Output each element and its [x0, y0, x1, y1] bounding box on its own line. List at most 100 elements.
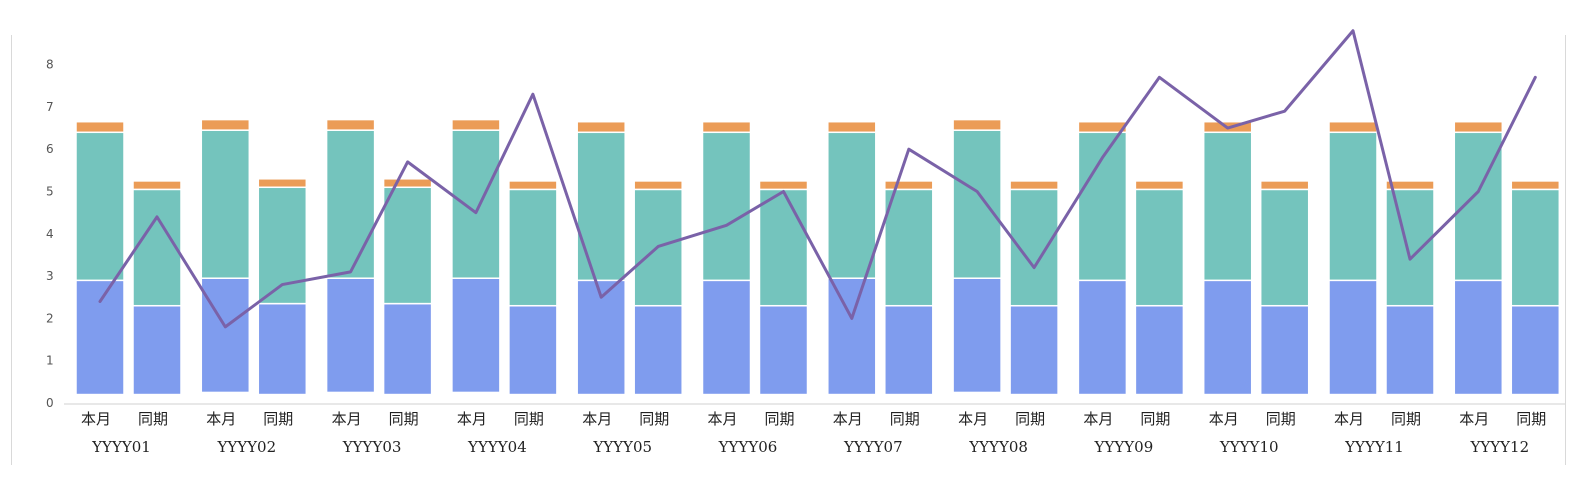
sub-category-label: 本月: [457, 410, 487, 428]
y-tick-label: 1: [46, 354, 54, 368]
sub-category-label: 同期: [514, 410, 544, 428]
bar-YYYY04-current: [451, 118, 501, 404]
sub-category-label: 本月: [833, 410, 863, 428]
bar-YYYY07-prior: [884, 180, 934, 404]
bar-YYYY10-current: [1202, 120, 1253, 404]
group-label: YYYY02: [216, 438, 276, 456]
bar-segment-teal: [200, 129, 251, 279]
bar-YYYY05-current: [576, 120, 626, 404]
y-tick-label: 6: [46, 142, 54, 156]
bar-YYYY02-current: [200, 118, 251, 404]
bar-segment-blue: [952, 277, 1002, 394]
bar-segment-orange: [1453, 120, 1504, 134]
bar-YYYY04-prior: [508, 180, 558, 404]
bar-YYYY06-prior: [758, 180, 809, 404]
bar-base: [1328, 393, 1378, 404]
bar-segment-blue: [758, 304, 809, 396]
sub-category-label: 本月: [1459, 410, 1489, 428]
y-tick-label: 2: [46, 311, 54, 325]
left-border: [11, 35, 12, 465]
bar-segment-blue: [1009, 304, 1059, 396]
bar-segment-blue: [1510, 304, 1561, 396]
bar-segment-blue: [1259, 304, 1310, 396]
bar-YYYY11-prior: [1385, 180, 1435, 404]
bar-YYYY12-prior: [1510, 180, 1561, 404]
bar-segment-teal: [75, 131, 125, 282]
group-label: YYYY01: [91, 438, 151, 456]
bar-segment-blue: [325, 277, 376, 394]
sub-category-label: 同期: [1391, 410, 1421, 428]
y-axis: 0 1 2 3 4 5 6 7 8: [46, 58, 54, 410]
bar-YYYY12-current: [1453, 120, 1504, 404]
bar-segment-orange: [827, 120, 877, 134]
bar-segment-orange: [1259, 180, 1310, 191]
bar-segment-teal: [451, 129, 501, 279]
y-tick-label: 0: [46, 396, 54, 410]
bar-base: [200, 391, 251, 404]
bar-segment-blue: [576, 279, 626, 396]
y-tick-label: 8: [46, 58, 54, 72]
bar-segment-teal: [1510, 188, 1561, 307]
y-tick-label: 5: [46, 185, 54, 199]
bars-layer: [75, 118, 1561, 404]
right-border: [1565, 35, 1566, 465]
bar-segment-blue: [200, 277, 251, 394]
bar-segment-orange: [1009, 180, 1059, 191]
bar-segment-orange: [1134, 180, 1185, 191]
bar-segment-orange: [75, 120, 125, 134]
bar-segment-teal: [701, 131, 752, 282]
bar-segment-blue: [508, 304, 558, 396]
bar-base: [1385, 393, 1435, 404]
bar-base: [576, 393, 626, 404]
bar-YYYY05-prior: [633, 180, 683, 404]
bar-segment-orange: [633, 180, 683, 191]
sub-category-label: 同期: [1266, 410, 1296, 428]
bar-YYYY07-current: [827, 120, 877, 404]
x-axis-labels: 本月 同期 本月 同期 本月 同期 本月 同期 本月 同期 本月 同期 本月 同期 本月 同期 本月 同期 本月 同期…: [81, 410, 1546, 456]
bar-YYYY08-current: [952, 118, 1002, 404]
bar-segment-blue: [257, 302, 308, 396]
bar-segment-blue: [884, 304, 934, 396]
group-label: YYYY09: [1094, 438, 1154, 456]
y-tick-label: 7: [46, 100, 54, 114]
sub-category-label: 本月: [958, 410, 988, 428]
bar-base: [382, 393, 433, 404]
sub-category-label: 本月: [81, 410, 111, 428]
bar-segment-orange: [576, 120, 626, 134]
bar-YYYY10-prior: [1259, 180, 1310, 404]
group-label: YYYY11: [1344, 438, 1404, 456]
bar-segment-blue: [1328, 279, 1378, 396]
bar-segment-blue: [701, 279, 752, 396]
sub-category-label: 同期: [389, 410, 419, 428]
bar-base: [75, 393, 125, 404]
bar-segment-teal: [382, 186, 433, 305]
bar-base: [451, 391, 501, 404]
sub-category-label: 本月: [1209, 410, 1239, 428]
bar-segment-blue: [451, 277, 501, 394]
bar-YYYY08-prior: [1009, 180, 1059, 404]
bar-base: [1009, 393, 1059, 404]
bar-base: [132, 393, 182, 404]
bar-segment-blue: [1077, 279, 1128, 396]
bar-segment-orange: [1077, 120, 1128, 134]
bar-segment-orange: [952, 118, 1002, 131]
bar-segment-orange: [1328, 120, 1378, 134]
bar-segment-orange: [884, 180, 934, 191]
bar-segment-orange: [257, 178, 308, 189]
bar-segment-teal: [758, 188, 809, 307]
bar-YYYY01-prior: [132, 180, 182, 404]
bar-base: [701, 393, 752, 404]
bar-segment-teal: [1328, 131, 1378, 282]
group-label: YYYY04: [467, 438, 527, 456]
bar-base: [508, 393, 558, 404]
bar-segment-orange: [132, 180, 182, 191]
bar-segment-orange: [382, 178, 433, 189]
sub-category-label: 同期: [1015, 410, 1045, 428]
bar-segment-orange: [1510, 180, 1561, 191]
bar-segment-teal: [508, 188, 558, 307]
bar-segment-orange: [508, 180, 558, 191]
bar-segment-orange: [325, 118, 376, 131]
sub-category-label: 本月: [1334, 410, 1364, 428]
bar-base: [827, 393, 877, 404]
